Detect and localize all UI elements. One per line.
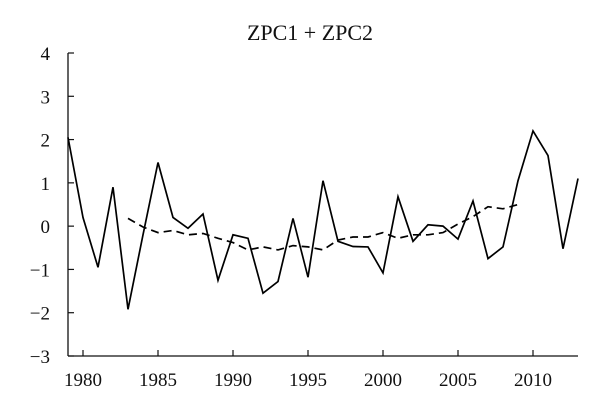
x-tick-label: 2000 (364, 370, 402, 391)
series-layer (67, 128, 579, 310)
y-tick-label: −1 (30, 260, 50, 281)
x-axis: 1980 1985 1990 1995 2000 2005 2010 (64, 350, 578, 391)
y-tick-label: −3 (30, 347, 50, 368)
y-tick-label: 0 (41, 217, 51, 238)
y-tick-label: 3 (41, 87, 51, 108)
x-tick-label: 1985 (139, 370, 177, 391)
x-tick-label: 2010 (514, 370, 552, 391)
x-tick-label: 1990 (214, 370, 252, 391)
y-tick-label: 2 (41, 131, 51, 152)
x-tick-label: 1995 (289, 370, 327, 391)
dashed-series-line (127, 203, 519, 251)
y-tick-label: 4 (41, 44, 51, 65)
y-tick-label: 1 (41, 174, 51, 195)
solid-series-line (67, 128, 579, 310)
x-tick-label: 2005 (439, 370, 477, 391)
chart-title: ZPC1 + ZPC2 (247, 20, 373, 45)
y-tick-label: −2 (30, 304, 50, 325)
x-tick-label: 1980 (64, 370, 102, 391)
y-axis: −3 −2 −1 0 1 2 3 4 (30, 44, 74, 368)
